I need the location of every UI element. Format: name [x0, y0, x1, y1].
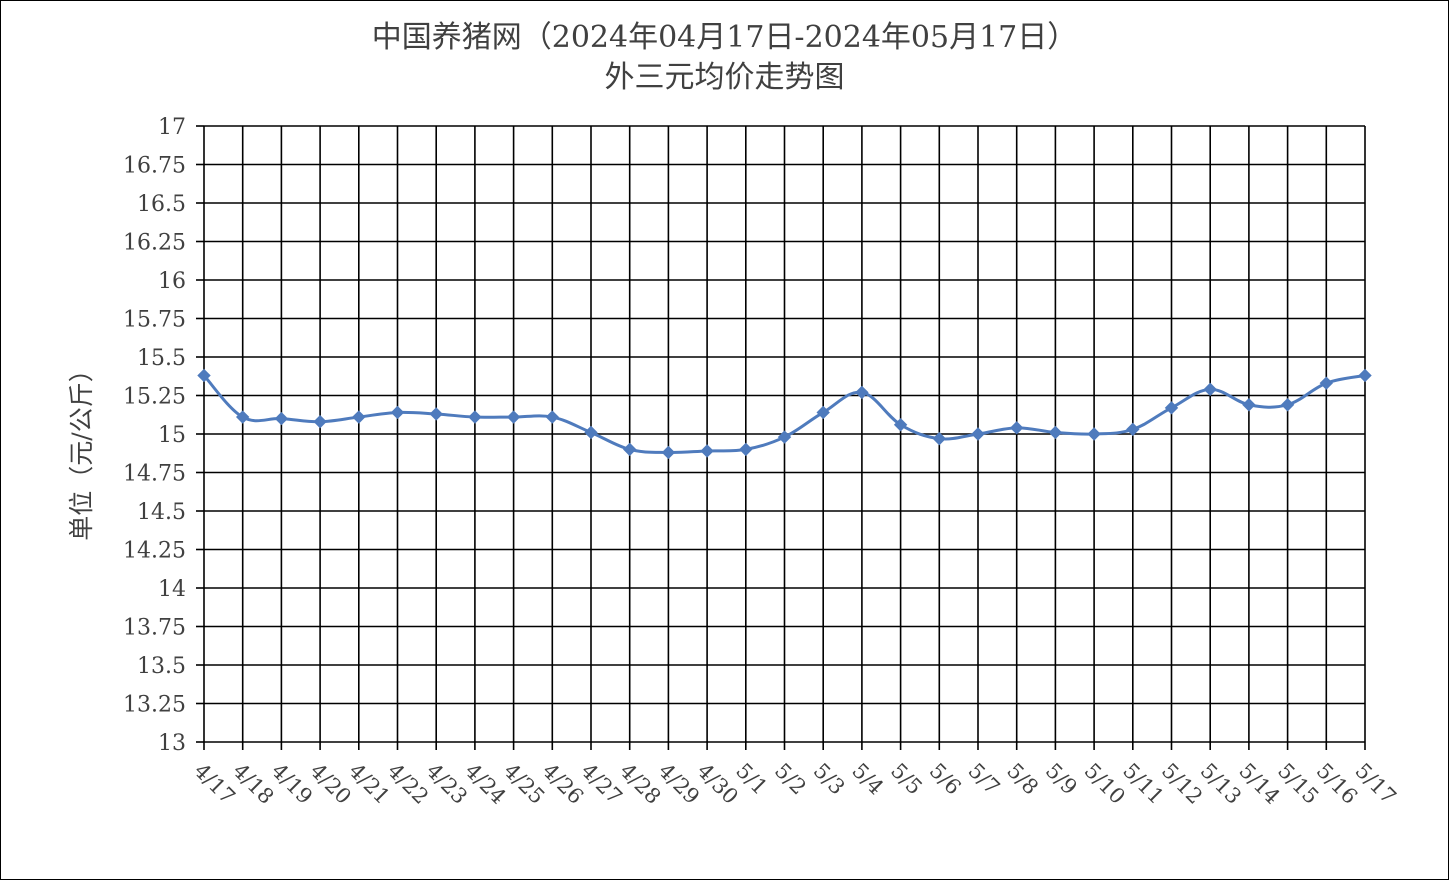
data-point-4-24: [468, 410, 482, 424]
data-point-5-2: [777, 430, 792, 444]
x-tick-label: 4/24: [460, 759, 510, 809]
data-point-4-22: [390, 405, 405, 420]
x-tick-label: 5/10: [1080, 759, 1130, 809]
x-tick-label: 5/9: [1041, 759, 1082, 800]
x-tick-label: 5/12: [1157, 759, 1207, 809]
data-point-5-9: [1048, 425, 1063, 440]
data-point-5-10: [1087, 427, 1101, 441]
data-point-5-11: [1126, 422, 1140, 437]
data-point-4-17: [197, 368, 211, 383]
data-point-5-5: [893, 418, 908, 432]
data-point-4-27: [584, 425, 598, 440]
data-point-5-8: [1009, 421, 1024, 435]
x-tick-label: 4/19: [267, 759, 317, 809]
x-tick-label: 5/15: [1273, 759, 1323, 809]
data-point-4-18: [235, 410, 250, 424]
y-tick-label: 13.5: [137, 654, 186, 679]
y-tick-label: 15.25: [123, 385, 186, 410]
data-point-4-26: [545, 410, 560, 424]
y-tick-label: 15: [158, 423, 186, 448]
x-tick-label: 4/23: [422, 759, 472, 809]
x-tick-label: 5/8: [1002, 759, 1043, 800]
data-point-5-7: [971, 427, 985, 441]
series-group: [197, 368, 1372, 460]
x-tick-label: 4/20: [306, 759, 356, 809]
x-tick-label: 5/3: [809, 759, 850, 800]
y-tick-label: 13.25: [123, 693, 186, 718]
y-tick-label: 17: [158, 115, 186, 140]
data-point-5-14: [1242, 398, 1256, 412]
data-point-4-19: [274, 411, 289, 426]
x-tick-label: 5/7: [963, 759, 1004, 800]
x-tick-label: 5/2: [770, 759, 811, 800]
x-tick-label: 5/11: [1118, 759, 1168, 809]
data-point-5-16: [1319, 376, 1334, 390]
x-tick-label: 5/6: [925, 759, 966, 800]
x-tick-label: 4/29: [654, 759, 704, 809]
y-tick-label: 13: [158, 731, 186, 756]
y-axis-label: 单位（元/公斤）: [67, 357, 96, 540]
y-tick-label: 14: [158, 577, 186, 602]
data-point-5-15: [1280, 398, 1295, 412]
x-tick-label: 5/5: [886, 759, 927, 800]
y-tick-label: 16.25: [123, 231, 186, 256]
x-tick-label: 4/18: [228, 759, 278, 809]
y-tick-label: 15.75: [123, 308, 186, 333]
data-point-4-23: [429, 407, 443, 421]
y-tick-label: 15.5: [137, 346, 186, 371]
x-tick-label: 4/26: [538, 759, 588, 809]
data-point-4-21: [352, 410, 366, 424]
data-point-5-6: [932, 431, 947, 446]
data-point-5-1: [739, 442, 753, 457]
x-tick-label: 4/27: [576, 759, 626, 809]
data-point-5-4: [855, 385, 869, 400]
y-tick-label: 16: [158, 269, 186, 294]
data-point-5-17: [1358, 368, 1372, 383]
x-tick-label: 5/17: [1350, 759, 1400, 809]
x-tick-label: 5/16: [1312, 759, 1362, 809]
horizontal-gridlines: [196, 125, 1365, 743]
y-tick-label: 14.75: [123, 462, 186, 487]
vertical-gridlines: [203, 126, 1366, 750]
data-point-5-3: [816, 405, 830, 420]
chart-subtitle: 外三元均价走势图: [604, 60, 845, 95]
data-point-4-29: [661, 445, 676, 460]
x-tick-label: 4/28: [615, 759, 665, 809]
data-point-4-28: [622, 442, 637, 457]
x-tick-label: 4/21: [344, 759, 394, 809]
y-tick-label: 14.25: [123, 539, 186, 564]
data-point-4-20: [313, 414, 327, 429]
x-tick-label: 5/14: [1234, 759, 1284, 809]
y-tick-label: 13.75: [123, 616, 186, 641]
chart-title: 中国养猪网（2024年04月17日-2024年05月17日）: [371, 20, 1078, 55]
data-point-4-25: [506, 410, 521, 424]
x-axis-tick-labels: 4/174/184/194/204/214/224/234/244/254/26…: [189, 759, 1400, 809]
x-tick-label: 4/30: [693, 759, 743, 809]
x-tick-label: 4/17: [189, 759, 239, 809]
x-tick-label: 5/4: [847, 759, 888, 800]
y-tick-label: 16.75: [123, 154, 186, 179]
data-point-5-13: [1203, 382, 1217, 397]
x-tick-label: 4/22: [383, 759, 433, 809]
data-point-5-12: [1164, 401, 1179, 415]
y-axis-tick-labels: 13 13.25 13.5 13.75 14 14.25 14.5 14.75 15 15.25 1…: [123, 115, 186, 756]
x-tick-label: 4/25: [499, 759, 549, 809]
x-tick-label: 5/13: [1196, 759, 1246, 809]
y-tick-label: 16.5: [137, 192, 186, 217]
data-point-4-30: [700, 444, 714, 458]
y-tick-label: 14.5: [137, 500, 186, 525]
